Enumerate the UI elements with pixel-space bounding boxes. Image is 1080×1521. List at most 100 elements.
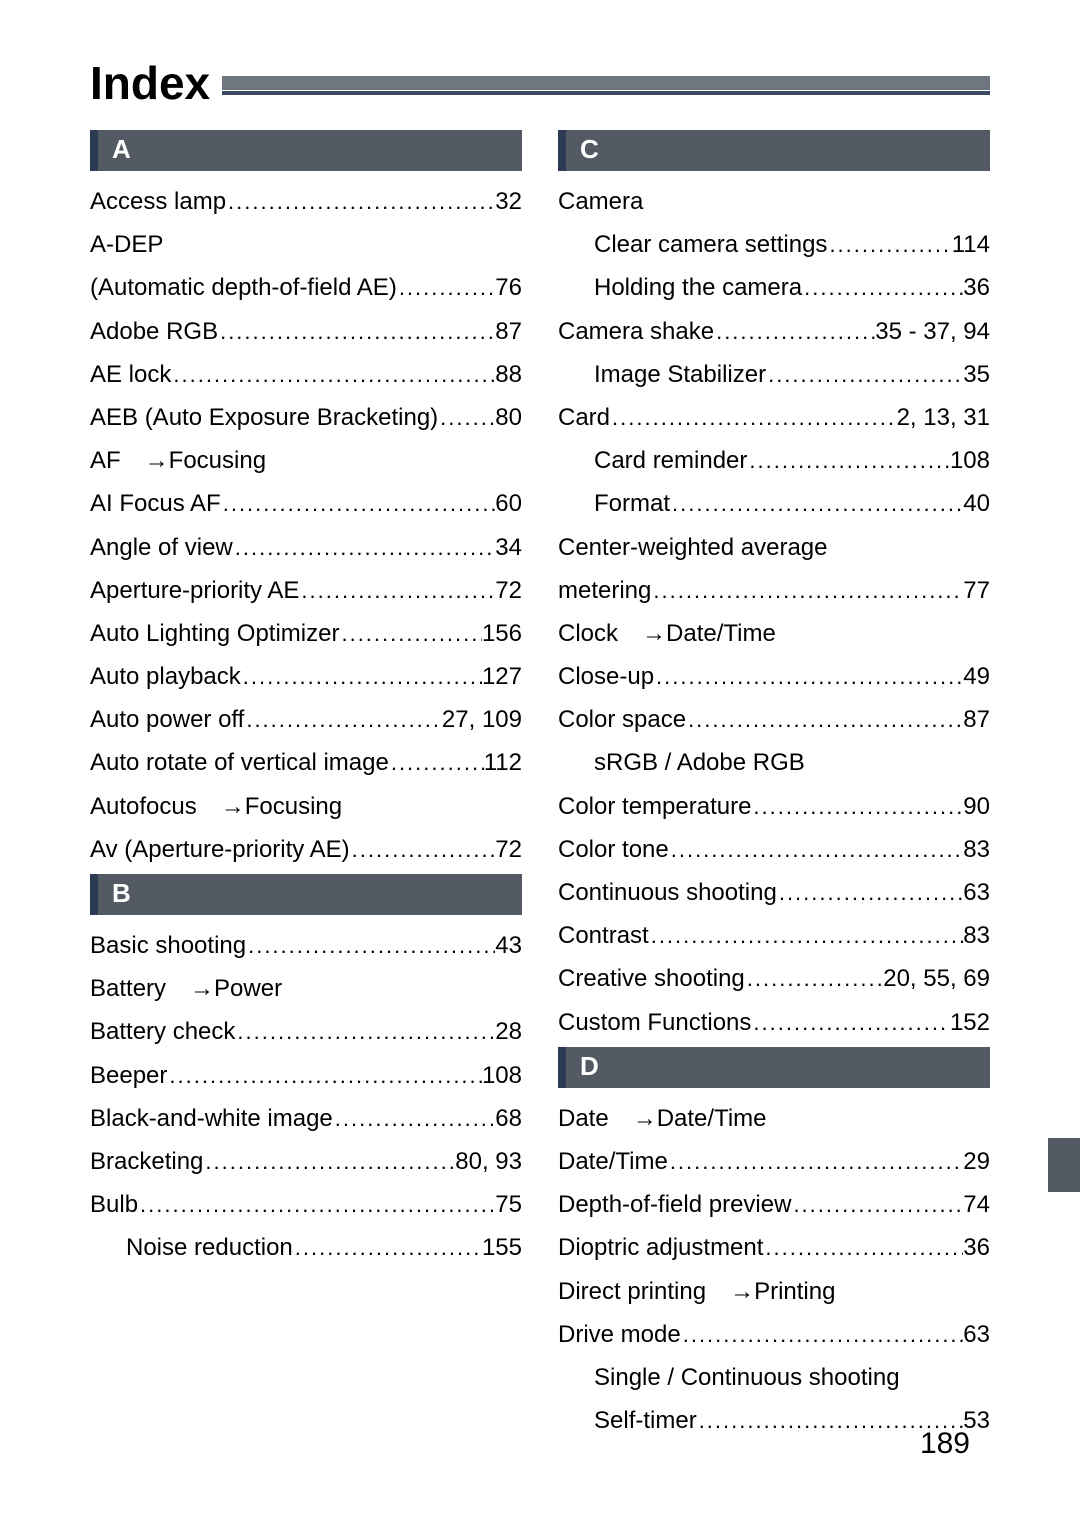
index-entry-row: Date → Date/Time: [558, 1100, 990, 1137]
index-entry-row: (Automatic depth-of-field AE)76: [90, 269, 522, 306]
index-entry: Angle of view34: [90, 529, 522, 566]
index-entry-page: 60: [495, 485, 522, 522]
index-entry: Clock → Date/Time: [558, 615, 990, 652]
index-entry-row: Auto Lighting Optimizer156: [90, 615, 522, 652]
index-entry-row: Color space87: [558, 701, 990, 738]
index-entry-label: Bracketing: [90, 1143, 203, 1180]
index-entry-target: Focusing: [245, 788, 342, 825]
index-entry-label: Depth-of-field preview: [558, 1186, 791, 1223]
leader-dots: [777, 876, 963, 910]
index-entry-row: Basic shooting43: [90, 927, 522, 964]
index-entry-target: Focusing: [169, 442, 266, 479]
leader-dots: [389, 746, 484, 780]
index-entry: Clear camera settings114: [558, 226, 990, 263]
index-entry-page: 83: [963, 831, 990, 868]
index-entry-row: Auto power off27, 109: [90, 701, 522, 738]
index-entry-row: Angle of view34: [90, 529, 522, 566]
index-entry-page: 108: [482, 1057, 522, 1094]
index-entry-label: Color tone: [558, 831, 669, 868]
index-entry-label: Card reminder: [594, 442, 747, 479]
index-entry: AI Focus AF60: [90, 485, 522, 522]
right-column: CCameraClear camera settings114Holding t…: [558, 124, 990, 1445]
index-entry: Format40: [558, 485, 990, 522]
index-entry-label: Clock: [558, 615, 642, 652]
index-entry-label: Drive mode: [558, 1316, 681, 1353]
index-entry-label: Auto playback: [90, 658, 241, 695]
index-entry-page: 155: [482, 1229, 522, 1266]
index-entry-row: Battery → Power: [90, 970, 522, 1007]
index-entry-row: Continuous shooting63: [558, 874, 990, 911]
index-entry-label: Dioptric adjustment: [558, 1229, 763, 1266]
index-entry: Date → Date/Time: [558, 1100, 990, 1137]
index-entry-label: Access lamp: [90, 183, 226, 220]
index-entry: Adobe RGB87: [90, 313, 522, 350]
index-entry: Dioptric adjustment 36: [558, 1229, 990, 1266]
index-entry-label: Color space: [558, 701, 686, 738]
leader-dots: [233, 531, 496, 565]
index-entry-row: metering77: [558, 572, 990, 609]
index-entry: Custom Functions152: [558, 1004, 990, 1041]
leader-dots: [610, 401, 897, 435]
index-entry-page: 87: [495, 313, 522, 350]
index-entry: Depth-of-field preview74: [558, 1186, 990, 1223]
leader-dots: [668, 1145, 963, 1179]
index-entry-row: Color tone 83: [558, 831, 990, 868]
index-entry-page: 32: [495, 183, 522, 220]
index-entry-row: Camera: [558, 183, 990, 220]
index-entry-page: 112: [484, 744, 522, 781]
index-entry-label: Camera: [558, 183, 643, 220]
section-header: A: [90, 130, 522, 171]
leader-dots: [246, 929, 495, 963]
index-entry: Continuous shooting63: [558, 874, 990, 911]
index-entry: Battery check28: [90, 1013, 522, 1050]
index-entry: Holding the camera36: [558, 269, 990, 306]
index-entry: Center-weighted average: [558, 529, 990, 566]
index-entry: Auto playback127: [90, 658, 522, 695]
index-entry-row: Av (Aperture-priority AE)72: [90, 831, 522, 868]
index-entry-page: 77: [963, 572, 990, 609]
index-entry-label: Clear camera settings: [594, 226, 827, 263]
index-entry-row: Close-up49: [558, 658, 990, 695]
index-entry: Beeper 108: [90, 1057, 522, 1094]
index-entry: Autofocus → Focusing: [90, 788, 522, 825]
leader-dots: [766, 358, 963, 392]
index-entry-row: Center-weighted average: [558, 529, 990, 566]
leader-dots: [226, 185, 495, 219]
index-entry-label: Card: [558, 399, 610, 436]
left-column: A Access lamp 32 A-DEP (Automatic depth-of-f…: [90, 124, 522, 1445]
index-entry-row: Black-and-white image68: [90, 1100, 522, 1137]
index-entry-page: 36: [963, 1229, 990, 1266]
index-entry-label: Creative shooting: [558, 960, 745, 997]
index-entry-label: Custom Functions: [558, 1004, 751, 1041]
leader-dots: [397, 271, 495, 305]
index-entry-row: AE lock88: [90, 356, 522, 393]
section-entries: Date → Date/Time Date/Time29 Depth-of-fiel…: [558, 1100, 990, 1440]
index-entry-row: Contrast83: [558, 917, 990, 954]
index-entry-row: Creative shooting20, 55, 69: [558, 960, 990, 997]
index-entry-label: AF: [90, 442, 145, 479]
index-entry-label: Battery: [90, 970, 190, 1007]
index-entry-row: Dioptric adjustment 36: [558, 1229, 990, 1266]
index-entry-row: Date/Time29: [558, 1143, 990, 1180]
index-entry: Camera shake35 - 37, 94: [558, 313, 990, 350]
index-entry-label: Holding the camera: [594, 269, 802, 306]
index-entry: Drive mode63: [558, 1316, 990, 1353]
index-entry: A-DEP: [90, 226, 522, 263]
index-entry-label: Battery check: [90, 1013, 235, 1050]
index-page: Index AAccess lamp32A-DEP(Automatic dept…: [0, 0, 1080, 1485]
index-entry-label: Center-weighted average: [558, 529, 828, 566]
index-entry-row: Clock → Date/Time: [558, 615, 990, 652]
leader-dots: [339, 617, 481, 651]
index-entry-row: Camera shake35 - 37, 94: [558, 313, 990, 350]
index-entry-label: Beeper: [90, 1057, 167, 1094]
leader-dots: [333, 1102, 496, 1136]
index-entry-row: Bulb75: [90, 1186, 522, 1223]
leader-dots: [763, 1231, 963, 1265]
leader-dots: [654, 660, 963, 694]
leader-dots: [681, 1318, 964, 1352]
leader-dots: [167, 1059, 482, 1093]
index-entry: Basic shooting43: [90, 927, 522, 964]
index-entry-page: 72: [495, 572, 522, 609]
index-entry-label: Date: [558, 1100, 633, 1137]
index-entry-row: AI Focus AF60: [90, 485, 522, 522]
